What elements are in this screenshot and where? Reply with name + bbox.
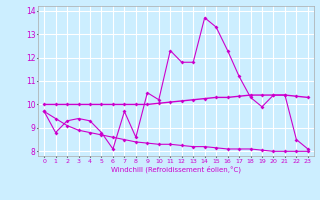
X-axis label: Windchill (Refroidissement éolien,°C): Windchill (Refroidissement éolien,°C): [111, 165, 241, 173]
